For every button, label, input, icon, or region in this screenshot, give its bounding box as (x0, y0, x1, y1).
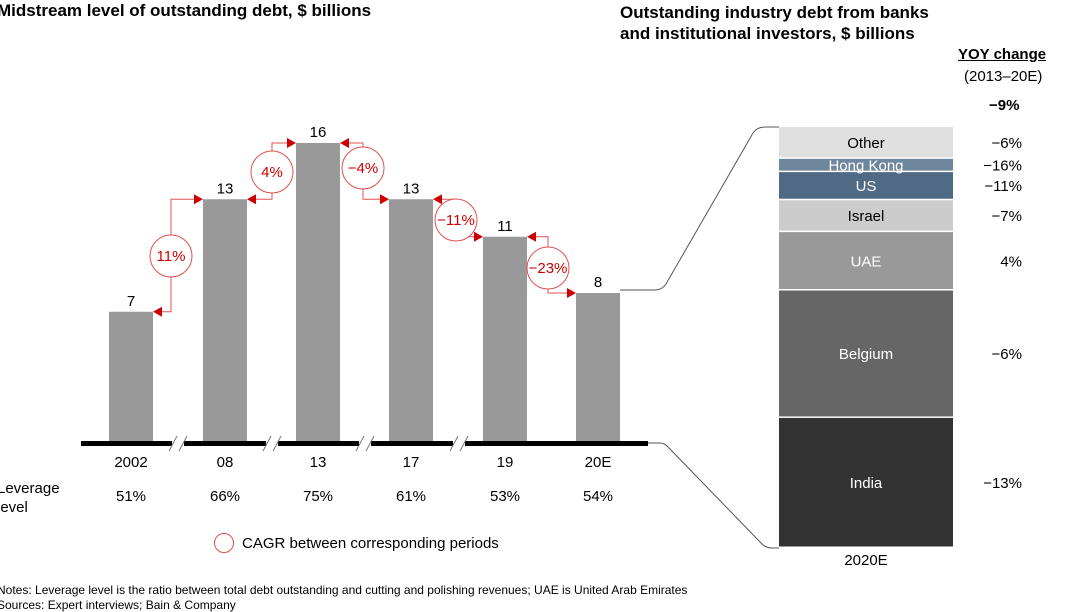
axis-break-gap (359, 438, 371, 449)
yoy-period: (2013–20E) (964, 68, 1043, 85)
x-tick-label: 2020E (844, 552, 887, 569)
bar-2002 (109, 311, 153, 443)
bar-value-label: 7 (127, 293, 135, 310)
segment-hong-kong (779, 158, 953, 171)
leverage-value: 53% (490, 488, 520, 505)
yoy-value: 4% (1000, 253, 1022, 270)
bar-20E (576, 293, 620, 443)
segment-india (779, 417, 953, 547)
axis-break-gap (172, 438, 184, 449)
notes: Notes: Leverage level is the ratio betwe… (0, 583, 688, 597)
cagr-circle (434, 198, 478, 242)
bar-19 (483, 236, 527, 443)
cagr-circle (526, 246, 570, 290)
cagr-label: −23% (529, 260, 568, 277)
x-tick-label: 08 (217, 454, 234, 471)
cagr-circle (250, 150, 294, 194)
yoy-value: −16% (983, 157, 1022, 174)
leverage-value: 61% (396, 488, 426, 505)
yoy-value: −6% (992, 135, 1022, 152)
leverage-label-line2: level (0, 499, 28, 516)
bar-08 (203, 199, 247, 443)
yoy-total: −9% (989, 97, 1020, 114)
segment-label: India (850, 475, 883, 492)
leverage-value: 54% (583, 488, 613, 505)
x-tick-label: 20E (585, 454, 612, 471)
axis-break-gap (266, 438, 278, 449)
bar-value-label: 11 (497, 218, 513, 235)
axis-break-icon (449, 435, 459, 452)
axis-break-icon (272, 435, 282, 452)
legend-label: CAGR between corresponding periods (242, 535, 499, 552)
right-chart-title-line1: Outstanding industry debt from banks (620, 3, 929, 22)
cagr-label: −4% (348, 160, 378, 177)
arrow-left-icon (247, 194, 256, 205)
segment-label: Belgium (839, 346, 893, 363)
yoy-header: YOY change (958, 46, 1047, 63)
cagr-connector (250, 142, 293, 200)
axis-break-icon (365, 435, 375, 452)
bar-17 (389, 199, 433, 443)
legend-circle-icon (214, 533, 234, 553)
bar-value-label: 8 (594, 274, 602, 291)
x-tick-label: 2002 (114, 454, 147, 471)
segment-label: Israel (848, 208, 885, 225)
x-tick-label: 13 (310, 454, 327, 471)
arrow-left-icon (433, 194, 442, 205)
arrow-right-icon (194, 194, 203, 205)
axis-break-icon (168, 435, 178, 452)
segment-label: Other (847, 135, 885, 152)
leverage-label: Leverage level (0, 479, 60, 517)
segment-label: US (856, 178, 877, 195)
sources: Sources: Expert interviews; Bain & Compa… (0, 598, 236, 612)
segment-uae (779, 232, 953, 290)
arrow-right-icon (567, 288, 576, 298)
left-chart-title: Midstream level of outstanding debt, $ b… (0, 1, 372, 20)
leverage-value: 75% (303, 488, 333, 505)
right-chart-title-line2: and institutional investors, $ billions (620, 24, 915, 43)
zoom-connector-top (620, 126, 779, 291)
yoy-value: −11% (984, 178, 1022, 195)
x-tick-label: 17 (403, 454, 420, 471)
arrow-right-icon (287, 138, 296, 148)
bar-13 (296, 143, 340, 443)
segment-belgium (779, 290, 953, 417)
yoy-value: −13% (983, 475, 1022, 492)
axis-break-icon (178, 435, 188, 452)
arrow-right-icon (380, 194, 389, 205)
cagr-label: 11% (157, 248, 186, 265)
bar-value-label: 16 (310, 124, 327, 141)
segment-label: UAE (851, 253, 882, 270)
segment-us (779, 172, 953, 199)
cagr-circle (341, 146, 385, 190)
arrow-left-icon (340, 138, 349, 148)
axis-break-icon (459, 435, 469, 452)
x-tick-label: 19 (497, 454, 514, 471)
leverage-value: 66% (210, 488, 240, 505)
arrow-left-icon (527, 231, 536, 242)
cagr-connector (343, 142, 386, 200)
cagr-label: −11% (437, 212, 475, 229)
cagr-label: 4% (261, 164, 283, 181)
yoy-value: −7% (992, 208, 1022, 225)
segment-label: Hong Kong (828, 157, 903, 174)
segment-israel (779, 200, 953, 231)
cagr-circle (149, 234, 193, 278)
yoy-value: −6% (992, 346, 1022, 363)
leverage-label-line1: Leverage (0, 480, 60, 497)
axis-break-icon (262, 435, 272, 452)
axis-break-icon (355, 435, 365, 452)
bar-value-label: 13 (403, 180, 420, 197)
leverage-value: 51% (116, 488, 146, 505)
axis-break-gap (453, 438, 465, 449)
bar-value-label: 13 (217, 180, 234, 197)
arrow-right-icon (474, 231, 483, 242)
arrow-left-icon (153, 306, 162, 317)
zoom-connector-bottom (648, 442, 779, 549)
segment-other (779, 127, 953, 158)
